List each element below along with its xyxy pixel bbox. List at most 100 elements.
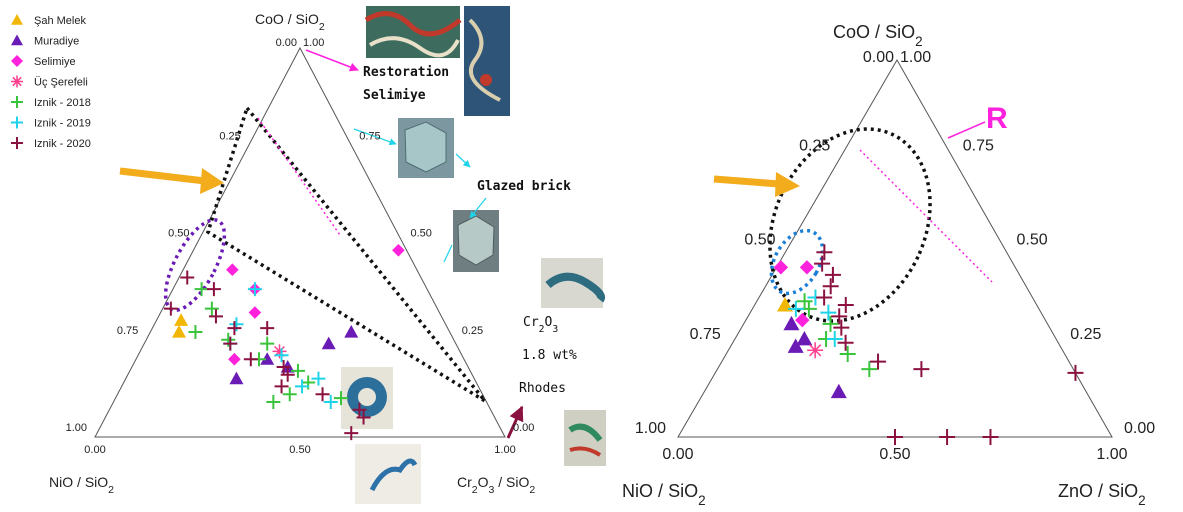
data-point bbox=[226, 263, 239, 277]
tick-label: 0.00 bbox=[276, 37, 297, 49]
tick-label: 1.00 bbox=[303, 37, 324, 49]
data-point bbox=[1067, 364, 1084, 381]
right-top-axis-title: CoO / SiO2 bbox=[833, 22, 923, 49]
right-right-axis-title: ZnO / SiO2 bbox=[1058, 481, 1146, 507]
tick-label: 1.00 bbox=[494, 444, 515, 456]
data-point bbox=[783, 315, 800, 331]
sah-melek-arrow-right bbox=[713, 172, 800, 197]
legend-marker bbox=[11, 75, 23, 88]
tick-label: 0.25 bbox=[219, 130, 240, 142]
tick-label: 0.75 bbox=[359, 130, 380, 142]
data-point bbox=[939, 429, 956, 445]
data-point bbox=[272, 344, 287, 359]
wt-label: 1.8 wt% bbox=[522, 348, 577, 363]
legend-label: Üç Şerefeli bbox=[34, 77, 88, 89]
tick-label: 0.00 bbox=[84, 444, 105, 456]
data-point bbox=[243, 352, 258, 367]
data-point bbox=[229, 371, 244, 385]
data-point bbox=[807, 342, 824, 359]
data-point bbox=[311, 371, 326, 386]
data-point bbox=[826, 330, 843, 347]
glazed-brick-arrow-4 bbox=[443, 244, 453, 263]
tick-label: 0.25 bbox=[1070, 326, 1101, 343]
tick-label: 0.75 bbox=[690, 326, 721, 343]
data-point bbox=[194, 282, 209, 297]
data-point bbox=[356, 410, 371, 425]
data-point bbox=[208, 309, 223, 324]
r-label: R bbox=[986, 102, 1008, 135]
data-point bbox=[301, 375, 316, 390]
cr2o3-label: Cr2O3 bbox=[523, 315, 558, 335]
rhodes-arrow bbox=[506, 405, 524, 439]
data-point bbox=[830, 383, 847, 399]
legend-label: Iznik - 2018 bbox=[34, 97, 91, 109]
data-point bbox=[260, 336, 275, 351]
data-point bbox=[323, 394, 338, 409]
left-dotted-envelope bbox=[205, 104, 487, 403]
legend-marker bbox=[11, 34, 23, 46]
data-point bbox=[344, 324, 359, 338]
data-point bbox=[260, 352, 275, 365]
data-point bbox=[799, 260, 815, 275]
right-ternary-frame bbox=[677, 58, 1113, 438]
glazed-brick-arrow-2 bbox=[455, 153, 471, 168]
tick-label: 0.50 bbox=[1017, 232, 1048, 249]
data-point bbox=[163, 301, 178, 316]
data-point bbox=[280, 367, 295, 382]
data-point bbox=[274, 348, 289, 363]
data-point bbox=[334, 391, 348, 406]
restoration-arrow bbox=[305, 49, 359, 72]
data-point bbox=[206, 282, 221, 297]
glazed-brick-arrow-1 bbox=[353, 128, 397, 146]
legend-marker bbox=[11, 96, 23, 108]
data-point bbox=[822, 315, 839, 332]
data-point bbox=[913, 361, 930, 378]
tick-label: 0.50 bbox=[744, 232, 775, 249]
data-point bbox=[822, 278, 839, 295]
data-point bbox=[266, 394, 281, 409]
legend-marker bbox=[11, 137, 23, 149]
rhodes-tile-images bbox=[541, 258, 606, 466]
legend: Şah Melek Muradiye Selimiye Üç Şerefeli Izni… bbox=[11, 14, 91, 150]
data-point bbox=[315, 387, 330, 402]
selimiye-trend-line bbox=[257, 117, 341, 236]
restoration-tile-images bbox=[364, 6, 510, 116]
data-point bbox=[861, 361, 878, 378]
data-point bbox=[172, 324, 187, 338]
data-point bbox=[274, 379, 289, 394]
tick-label: 1.00 bbox=[66, 422, 87, 434]
tick-label: 0.75 bbox=[963, 137, 994, 154]
data-point bbox=[228, 352, 241, 366]
data-point bbox=[221, 332, 236, 347]
sah-melek-arrow-left bbox=[119, 167, 224, 194]
legend-label: Muradiye bbox=[34, 36, 79, 48]
left-right-axis-title: Cr2O3 / SiO2 bbox=[457, 474, 535, 496]
data-point bbox=[174, 313, 189, 326]
right-left-axis-title: NiO / SiO2 bbox=[622, 481, 706, 507]
legend-label: Iznik - 2019 bbox=[34, 118, 91, 130]
data-point bbox=[295, 379, 310, 394]
data-point bbox=[796, 330, 813, 346]
data-point bbox=[839, 346, 856, 363]
legend-marker bbox=[11, 14, 23, 25]
tick-label: 0.50 bbox=[879, 446, 910, 463]
tick-label: 0.25 bbox=[462, 325, 483, 337]
tick-label: 0.25 bbox=[799, 137, 830, 154]
data-point bbox=[824, 266, 841, 283]
tick-label: 0.75 bbox=[117, 325, 138, 337]
data-point bbox=[248, 306, 262, 319]
restoration-label: Restoration bbox=[363, 65, 449, 80]
tick-label: 0.00 bbox=[513, 422, 534, 434]
muradiye-blue-ellipse bbox=[769, 228, 825, 296]
data-point bbox=[282, 387, 297, 402]
data-point bbox=[816, 289, 833, 306]
data-point bbox=[180, 270, 195, 285]
data-point bbox=[352, 402, 367, 417]
data-point bbox=[773, 260, 789, 275]
data-point bbox=[247, 282, 262, 297]
data-point bbox=[787, 338, 804, 353]
data-marks bbox=[163, 243, 1084, 445]
tick-label: 1.00 bbox=[1096, 446, 1127, 463]
